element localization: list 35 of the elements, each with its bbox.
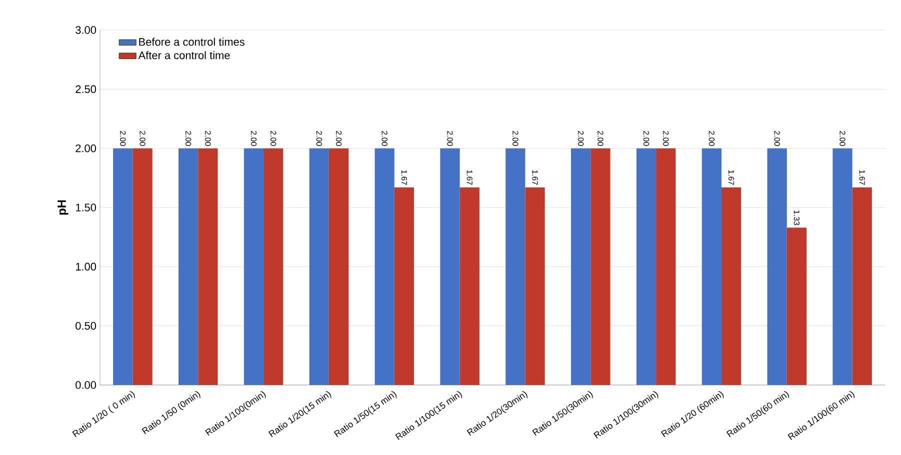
legend-label: Before a control times — [139, 38, 244, 46]
bar — [440, 148, 460, 385]
legend-label: After a control time — [138, 51, 230, 60]
bar — [374, 148, 394, 385]
bar — [506, 148, 526, 385]
bar — [525, 187, 545, 385]
bar — [394, 187, 414, 385]
x-tick-label: Ratio 1/20 ( 0 min) — [72, 391, 135, 438]
bar — [178, 148, 198, 385]
bar — [571, 148, 591, 385]
bar — [244, 148, 264, 385]
bar — [786, 228, 807, 385]
bar — [328, 148, 349, 385]
bar — [702, 148, 722, 385]
y-tick-label: 2.00 — [76, 144, 96, 152]
y-tick-label: 0.00 — [76, 381, 96, 389]
y-axis-title: pH — [58, 200, 68, 215]
y-tick-label: 3.00 — [76, 26, 96, 34]
bar — [264, 148, 284, 385]
bar — [132, 148, 152, 385]
bar — [198, 148, 218, 385]
bar — [656, 148, 676, 385]
y-tick-label: 2.50 — [76, 85, 96, 94]
bar — [590, 148, 610, 385]
bar — [721, 187, 742, 385]
bar — [460, 187, 480, 385]
bar — [309, 148, 329, 385]
y-tick-label: 0.50 — [76, 322, 96, 330]
y-tick-label: 1.50 — [76, 204, 96, 212]
bar — [636, 148, 656, 385]
y-tick-label: 1.00 — [76, 262, 96, 271]
bar — [832, 148, 852, 385]
bar — [852, 187, 872, 385]
bar — [767, 148, 787, 385]
bar — [113, 148, 133, 385]
